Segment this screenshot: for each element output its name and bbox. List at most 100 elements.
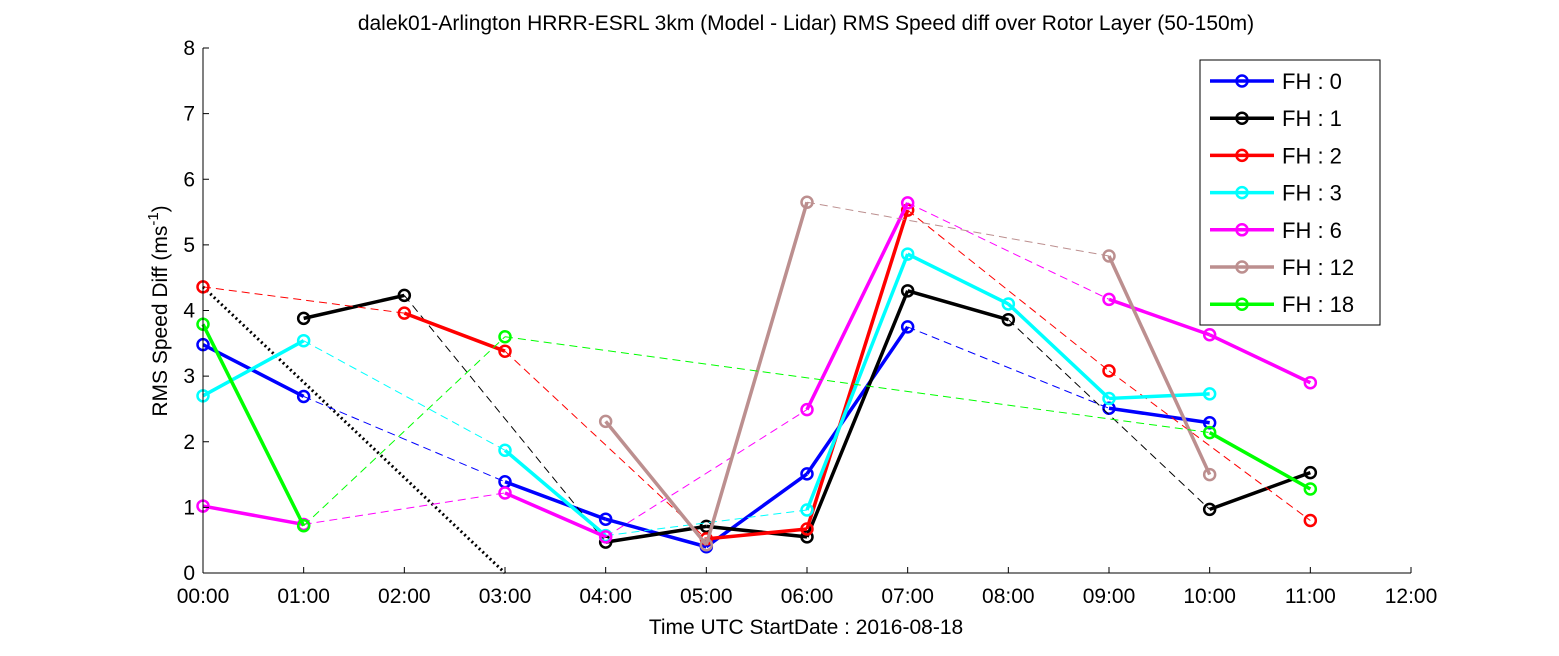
series-5 xyxy=(598,195,1217,552)
series-gap-segment xyxy=(303,492,506,525)
data-point xyxy=(800,503,814,517)
x-tick-label: 10:00 xyxy=(1183,585,1236,608)
data-point xyxy=(1303,465,1318,480)
series-gap-segment xyxy=(907,209,1110,372)
legend-marker xyxy=(1235,74,1249,88)
series-segment xyxy=(1007,302,1111,400)
data-point xyxy=(1202,425,1217,440)
data-point xyxy=(1303,375,1318,390)
data-point xyxy=(296,389,311,404)
series-segment xyxy=(1108,392,1210,401)
series-gap-segment xyxy=(504,350,707,540)
series-segment xyxy=(504,491,607,539)
series-gap-segment xyxy=(907,202,1110,300)
x-tick-label: 03:00 xyxy=(479,585,532,608)
series-gap-segment xyxy=(605,409,808,538)
data-point xyxy=(397,288,412,303)
legend-marker xyxy=(1235,223,1249,237)
data-point xyxy=(1303,482,1318,496)
series-gap-segment xyxy=(605,509,808,537)
data-point xyxy=(296,311,311,326)
series-6 xyxy=(196,317,1318,533)
data-point xyxy=(397,306,412,320)
data-point xyxy=(598,414,613,429)
y-axis-label-end: ) xyxy=(149,205,172,212)
data-point xyxy=(598,512,613,526)
data-point xyxy=(800,467,814,481)
data-point xyxy=(900,247,915,261)
series-gap-segment xyxy=(907,326,1110,409)
y-axis-label-main: RMS Speed Diff (ms xyxy=(149,226,172,417)
legend-label: FH : 2 xyxy=(1282,143,1342,168)
series-segment xyxy=(705,472,809,549)
series-segment xyxy=(201,323,306,527)
y-tick-label: 5 xyxy=(183,234,195,257)
x-tick-label: 02:00 xyxy=(378,585,431,608)
data-point xyxy=(1102,364,1116,378)
series-segment xyxy=(1107,255,1212,476)
series-3 xyxy=(196,247,1217,543)
series-segment xyxy=(805,202,910,411)
x-tick-label: 07:00 xyxy=(881,585,934,608)
series-segment xyxy=(403,311,506,353)
y-tick-label: 6 xyxy=(183,168,195,191)
legend: FH : 0 FH : 1 FH : 2 FH : 3 FH : 6 FH : 12 FH … xyxy=(1199,59,1381,326)
legend-marker xyxy=(1235,260,1249,274)
data-point xyxy=(296,333,311,348)
series-segment xyxy=(805,209,910,530)
series-segment xyxy=(1209,470,1311,511)
series-segment xyxy=(706,524,808,539)
series-segment xyxy=(202,343,305,399)
series-segment xyxy=(907,289,1009,322)
y-axis-label-sup: -1 xyxy=(145,212,162,225)
x-tick-label: 09:00 xyxy=(1083,585,1136,608)
data-point xyxy=(1303,513,1318,528)
y-tick-label: 4 xyxy=(183,300,195,323)
series-gap-segment xyxy=(1007,319,1211,510)
series-segment xyxy=(1108,406,1210,425)
series-segment xyxy=(1108,297,1211,337)
legend-marker xyxy=(1235,111,1249,125)
data-point xyxy=(498,486,512,500)
data-point xyxy=(1202,502,1217,517)
legend-box xyxy=(1199,59,1381,326)
series-segment xyxy=(303,293,405,321)
series-2 xyxy=(196,203,1318,546)
data-point xyxy=(498,344,512,358)
series-gap-segment xyxy=(403,295,607,543)
chart-title: dalek01-Arlington HRRR-ESRL 3km (Model -… xyxy=(358,12,1254,35)
y-tick-label: 3 xyxy=(183,365,195,388)
legend-label: FH : 3 xyxy=(1282,181,1342,206)
data-point xyxy=(1202,328,1217,342)
series-4 xyxy=(196,196,1318,544)
x-tick-label: 01:00 xyxy=(277,585,330,608)
data-point xyxy=(1202,387,1217,401)
data-point xyxy=(1102,249,1116,263)
tick-labels: 00:00 01:00 02:00 03:00 04:00 05:00 06:00 07:00… xyxy=(177,37,1438,608)
y-tick-label: 8 xyxy=(183,37,195,60)
series-segment xyxy=(1208,333,1312,385)
data-point xyxy=(296,519,311,533)
series-segment xyxy=(805,325,910,475)
series-segment xyxy=(706,527,808,541)
data-point xyxy=(1001,297,1016,311)
series-segment xyxy=(704,201,809,546)
series-segment xyxy=(906,252,1010,306)
data-point xyxy=(498,443,512,458)
series-segment xyxy=(504,480,607,521)
x-tick-label: 05:00 xyxy=(680,585,733,608)
series-segment xyxy=(202,504,304,527)
data-point xyxy=(1102,292,1116,307)
y-tick-label: 1 xyxy=(183,496,195,519)
data-point xyxy=(900,196,915,210)
y-tick-label: 7 xyxy=(183,103,195,126)
series-segment xyxy=(604,420,708,546)
x-tick-label: 12:00 xyxy=(1385,585,1438,608)
data-point xyxy=(800,402,814,417)
dotted-trend-line xyxy=(201,285,507,575)
data-point xyxy=(800,195,814,209)
data-point xyxy=(900,284,915,298)
legend-label: FH : 0 xyxy=(1282,69,1342,94)
x-axis-label: Time UTC StartDate : 2016-08-18 xyxy=(649,616,963,639)
